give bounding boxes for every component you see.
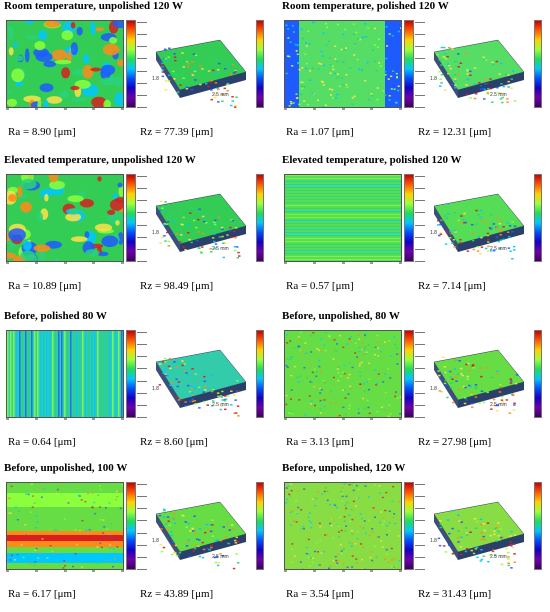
map-axis-ticks <box>284 108 402 114</box>
panel-title: Elevated temperature, polished 120 W <box>282 154 462 166</box>
panel-title: Before, unpolished, 120 W <box>282 462 405 474</box>
panel-7: Before, unpolished, 100 W 2.5 mm 1.8 Ra … <box>0 462 272 612</box>
scale-label-width: 1.8 <box>152 230 159 236</box>
scale-label-width: 1.8 <box>430 538 437 544</box>
height-color-scale-3d <box>256 482 264 570</box>
rz-value: Rz = 12.31 [μm] <box>418 126 491 138</box>
map-axis-ticks <box>6 418 124 424</box>
ra-value: Ra = 10.89 [μm] <box>8 280 81 292</box>
panel-8: Before, unpolished, 120 W 2.5 mm 1.8 Ra … <box>278 462 550 612</box>
surface-3d-view: 2.5 mm 1.8 <box>150 186 250 266</box>
rz-value: Rz = 77.39 [μm] <box>140 126 213 138</box>
rz-value: Rz = 31.43 [μm] <box>418 588 491 600</box>
color-scale-ticks <box>415 174 429 262</box>
ra-value: Ra = 3.54 [μm] <box>286 588 354 600</box>
ra-value: Ra = 0.64 [μm] <box>8 436 76 448</box>
rz-value: Rz = 8.60 [μm] <box>140 436 208 448</box>
panel-2: Room temperature, polished 120 W 2.5 mm … <box>278 0 550 150</box>
height-color-scale-3d <box>534 20 542 108</box>
map-axis-ticks <box>6 108 124 114</box>
scale-label-length: 2.5 mm <box>490 246 507 252</box>
surface-3d-view: 2.5 mm 1.8 <box>150 32 250 112</box>
surface-3d-view: 2.5 mm 1.8 <box>428 32 528 112</box>
ra-value: Ra = 3.13 [μm] <box>286 436 354 448</box>
surface-height-map <box>284 482 402 570</box>
height-color-scale-3d <box>534 330 542 418</box>
color-scale-ticks <box>415 20 429 108</box>
surface-height-map <box>6 330 124 418</box>
scale-label-length: 2.5 mm <box>490 402 507 408</box>
surface-3d-view: 2.5 mm 1.8 <box>428 342 528 422</box>
panel-3: Elevated temperature, unpolished 120 W 2… <box>0 154 272 304</box>
map-axis-ticks <box>6 570 124 576</box>
panel-title: Before, unpolished, 80 W <box>282 310 400 322</box>
rz-value: Rz = 27.98 [μm] <box>418 436 491 448</box>
color-scale-ticks <box>137 174 151 262</box>
scale-label-length: 2.5 mm <box>212 402 229 408</box>
panel-1: Room temperature, unpolished 120 W 2.5 m… <box>0 0 272 150</box>
height-color-scale-3d <box>256 20 264 108</box>
height-color-scale-3d <box>256 174 264 262</box>
panel-4: Elevated temperature, polished 120 W 2.5… <box>278 154 550 304</box>
scale-label-width: 1.8 <box>152 386 159 392</box>
ra-value: Ra = 8.90 [μm] <box>8 126 76 138</box>
ra-value: Ra = 6.17 [μm] <box>8 588 76 600</box>
panel-6: Before, unpolished, 80 W 2.5 mm 1.8 Ra =… <box>278 310 550 460</box>
height-color-scale-3d <box>534 482 542 570</box>
surface-3d-view: 2.5 mm 1.8 <box>428 494 528 574</box>
scale-label-width: 1.8 <box>152 538 159 544</box>
scale-label-width: 1.8 <box>152 76 159 82</box>
surface-height-map <box>284 20 402 108</box>
ra-value: Ra = 1.07 [μm] <box>286 126 354 138</box>
color-scale-ticks <box>415 330 429 418</box>
map-axis-ticks <box>6 262 124 268</box>
rz-value: Rz = 43.89 [μm] <box>140 588 213 600</box>
height-color-scale <box>404 20 414 108</box>
scale-label-length: 2.5 mm <box>212 246 229 252</box>
ra-value: Ra = 0.57 [μm] <box>286 280 354 292</box>
scale-label-length: 2.5 mm <box>490 92 507 98</box>
scale-label-length: 2.5 mm <box>212 554 229 560</box>
height-color-scale <box>126 174 136 262</box>
map-axis-ticks <box>284 262 402 268</box>
map-axis-ticks <box>284 418 402 424</box>
color-scale-ticks <box>137 330 151 418</box>
surface-height-map <box>6 174 124 262</box>
rz-value: Rz = 98.49 [μm] <box>140 280 213 292</box>
height-color-scale <box>126 482 136 570</box>
surface-3d-view: 2.5 mm 1.8 <box>150 494 250 574</box>
scale-label-length: 2.5 mm <box>490 554 507 560</box>
panel-5: Before, polished 80 W 2.5 mm 1.8 Ra = 0.… <box>0 310 272 460</box>
surface-height-map <box>284 174 402 262</box>
scale-label-width: 1.8 <box>430 76 437 82</box>
rz-value: Rz = 7.14 [μm] <box>418 280 486 292</box>
panel-title: Before, unpolished, 100 W <box>4 462 127 474</box>
height-color-scale <box>404 174 414 262</box>
panel-title: Elevated temperature, unpolished 120 W <box>4 154 196 166</box>
surface-3d-view: 2.5 mm 1.8 <box>428 186 528 266</box>
surface-height-map <box>284 330 402 418</box>
panel-title: Room temperature, unpolished 120 W <box>4 0 183 12</box>
scale-label-length: 2.5 mm <box>212 92 229 98</box>
panel-title: Before, polished 80 W <box>4 310 107 322</box>
surface-height-map <box>6 482 124 570</box>
surface-3d-view: 2.5 mm 1.8 <box>150 342 250 422</box>
height-color-scale <box>404 482 414 570</box>
scale-label-width: 1.8 <box>430 386 437 392</box>
scale-label-width: 1.8 <box>430 230 437 236</box>
panel-title: Room temperature, polished 120 W <box>282 0 449 12</box>
color-scale-ticks <box>137 482 151 570</box>
surface-height-map <box>6 20 124 108</box>
color-scale-ticks <box>415 482 429 570</box>
height-color-scale-3d <box>256 330 264 418</box>
color-scale-ticks <box>137 20 151 108</box>
map-axis-ticks <box>284 570 402 576</box>
height-color-scale <box>126 330 136 418</box>
height-color-scale-3d <box>534 174 542 262</box>
height-color-scale <box>404 330 414 418</box>
height-color-scale <box>126 20 136 108</box>
